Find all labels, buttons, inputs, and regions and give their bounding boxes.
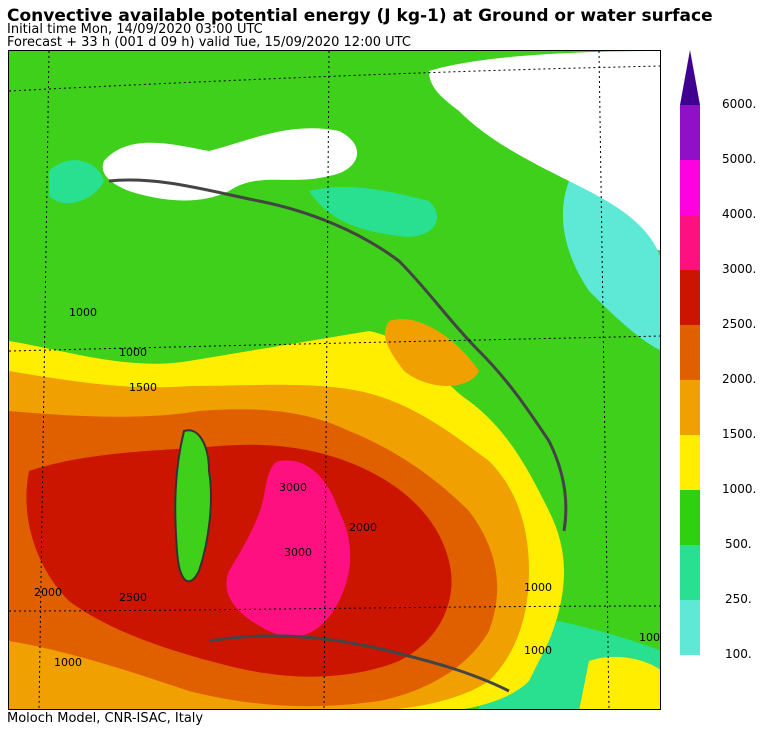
coastline [108, 178, 568, 532]
colorbar-segment [680, 490, 700, 545]
contour-label: 1000 [524, 644, 552, 657]
colorbar-label: 2000. [722, 372, 757, 386]
forecast-validity-label: Forecast + 33 h (001 d 09 h) valid Tue, … [7, 35, 411, 50]
cape-field-svg: 1000 1000 1500 2000 2500 3000 3000 2000 … [9, 51, 660, 709]
field-100 [562, 181, 660, 350]
colorbar-label: 100. [725, 647, 752, 661]
contour-label: 2000 [349, 521, 377, 534]
colorbar-label: 1000. [722, 482, 757, 496]
colorbar-label: 250. [725, 592, 752, 606]
contour-label: 100 [639, 631, 660, 644]
colorbar-label: 3000. [722, 262, 757, 276]
colorbar-segment [680, 435, 700, 490]
lat-lon-grid [9, 51, 660, 709]
initial-time-label: Initial time Mon, 14/09/2020 03:00 UTC [7, 22, 263, 37]
coastline-south [208, 634, 510, 693]
contour-label: 3000 [284, 546, 312, 559]
colorbar [680, 50, 700, 655]
field-3000 [226, 460, 351, 637]
model-credit: Moloch Model, CNR-ISAC, Italy [7, 711, 204, 726]
colorbar-segment [680, 105, 700, 160]
map-title: Convective available potential energy (J… [7, 6, 713, 26]
contour-label: 2000 [34, 586, 62, 599]
colorbar-label: 500. [725, 537, 752, 551]
field-250-west [49, 160, 104, 204]
colorbar-label: 4000. [722, 207, 757, 221]
colorbar-segment [680, 545, 700, 600]
colorbar-label: 5000. [722, 152, 757, 166]
field-1000-se [579, 656, 660, 709]
contour-label: 2500 [119, 591, 147, 604]
colorbar-segment [680, 270, 700, 325]
contour-label: 1000 [524, 581, 552, 594]
colorbar-segment [680, 160, 700, 215]
colorbar-label: 2500. [722, 317, 757, 331]
field-1500-north [384, 319, 479, 386]
contour-label: 1000 [119, 346, 147, 359]
contour-label: 3000 [279, 481, 307, 494]
island-outline [174, 429, 212, 583]
colorbar-segment [680, 380, 700, 435]
field-250 [309, 186, 438, 237]
contour-label: 1000 [54, 656, 82, 669]
colorbar-label: 1500. [722, 427, 757, 441]
contour-label: 1500 [129, 381, 157, 394]
colorbar-label: 6000. [722, 97, 757, 111]
cape-map: 1000 1000 1500 2000 2500 3000 3000 2000 … [8, 50, 661, 710]
colorbar-top-arrow [680, 50, 700, 105]
colorbar-segment [680, 325, 700, 380]
contour-label: 1000 [69, 306, 97, 319]
colorbar-segment [680, 215, 700, 270]
colorbar-segment [680, 600, 700, 655]
